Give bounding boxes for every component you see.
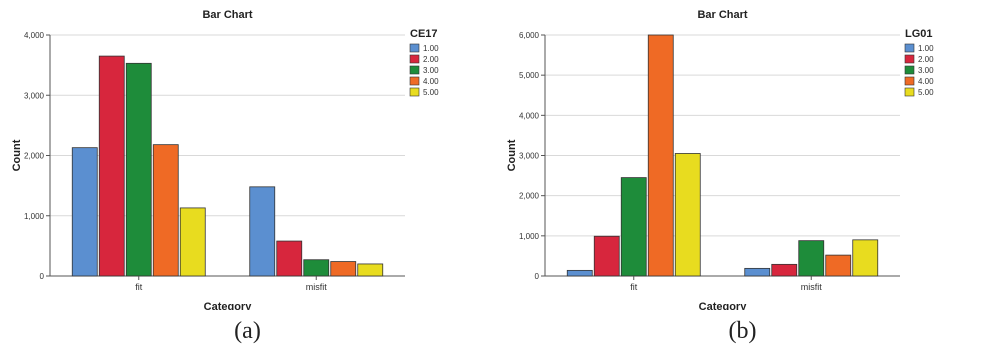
bar-fit-3-00 bbox=[125, 62, 152, 277]
chart-panel-b: Bar Chart 0 1,000 2,000 3,000 4,000 5,000 6,000… bbox=[495, 0, 990, 360]
x-tick-label-misfit: misfit bbox=[801, 282, 822, 292]
legend-label-1-00: 1.00 bbox=[918, 44, 934, 53]
legend-swatch-3-00 bbox=[904, 65, 915, 75]
x-tick-label-fit: fit bbox=[630, 282, 638, 292]
x-axis-label: Category bbox=[699, 301, 748, 310]
legend-title: CE17 bbox=[410, 28, 438, 40]
y-axis-label: Count bbox=[11, 139, 23, 171]
y-tick-label: 5,000 bbox=[519, 71, 540, 80]
bar-misfit-1-00 bbox=[249, 186, 276, 277]
y-tick-label: 1,000 bbox=[24, 212, 45, 221]
legend-label-5-00: 5.00 bbox=[423, 88, 439, 97]
legend-label-3-00: 3.00 bbox=[918, 66, 934, 75]
bar-chart-b: Bar Chart 0 1,000 2,000 3,000 4,000 5,000 6,000… bbox=[506, 9, 934, 310]
bar-misfit-3-00 bbox=[303, 259, 330, 277]
bar-misfit-4-00 bbox=[330, 261, 357, 277]
legend-label-1-00: 1.00 bbox=[423, 44, 439, 53]
y-tick-label: 1,000 bbox=[519, 232, 540, 241]
bar-fit-5-00 bbox=[179, 207, 206, 277]
bar-chart-a: Bar Chart 0 1,000 2,000 3,000 4,000 fit misfit C… bbox=[11, 9, 439, 310]
bar-fit-2-00 bbox=[98, 55, 125, 277]
x-tick-label-misfit: misfit bbox=[306, 282, 327, 292]
bar-misfit-4-00 bbox=[825, 254, 852, 277]
legend-swatch-2-00 bbox=[904, 54, 915, 64]
x-tick-label-fit: fit bbox=[135, 282, 143, 292]
legend-label-4-00: 4.00 bbox=[423, 77, 439, 86]
x-axis-label: Category bbox=[204, 301, 253, 310]
y-tick-label: 3,000 bbox=[24, 91, 45, 100]
legend-swatch-2-00 bbox=[409, 54, 420, 64]
bar-fit-3-00 bbox=[620, 177, 647, 277]
y-tick-label: 2,000 bbox=[24, 152, 45, 161]
bar-fit-1-00 bbox=[566, 269, 593, 277]
y-tick-label: 3,000 bbox=[519, 152, 540, 161]
y-tick-label: 6,000 bbox=[519, 31, 540, 40]
chart-panel-a: Bar Chart 0 1,000 2,000 3,000 4,000 fit misfit C… bbox=[11, 9, 439, 344]
bar-misfit-3-00 bbox=[798, 240, 825, 277]
legend-swatch-5-00 bbox=[904, 87, 915, 97]
bar-fit-4-00 bbox=[152, 144, 179, 277]
legend-swatch-4-00 bbox=[409, 76, 420, 86]
bar-fit-1-00 bbox=[71, 147, 98, 277]
caption-a: (a) bbox=[234, 318, 261, 344]
chart-title: Bar Chart bbox=[202, 9, 252, 21]
legend-label-2-00: 2.00 bbox=[918, 55, 934, 64]
y-tick-label: 2,000 bbox=[519, 192, 540, 201]
legend-swatch-3-00 bbox=[409, 65, 420, 75]
legend-label-5-00: 5.00 bbox=[918, 88, 934, 97]
y-tick-label: 0 bbox=[535, 272, 540, 281]
legend-swatch-5-00 bbox=[409, 87, 420, 97]
legend-label-3-00: 3.00 bbox=[423, 66, 439, 75]
legend-label-4-00: 4.00 bbox=[918, 77, 934, 86]
bar-misfit-2-00 bbox=[771, 263, 798, 277]
bar-misfit-1-00 bbox=[744, 267, 771, 277]
y-tick-label: 0 bbox=[40, 272, 45, 281]
bar-fit-5-00 bbox=[674, 153, 701, 277]
bar-fit-2-00 bbox=[593, 235, 620, 277]
bar-misfit-2-00 bbox=[276, 240, 303, 277]
legend-swatch-1-00 bbox=[904, 43, 915, 53]
legend-label-2-00: 2.00 bbox=[423, 55, 439, 64]
legend-swatch-1-00 bbox=[409, 43, 420, 53]
chart-title: Bar Chart bbox=[697, 9, 747, 21]
y-tick-label: 4,000 bbox=[519, 111, 540, 120]
caption-b: (b) bbox=[728, 318, 757, 344]
bar-misfit-5-00 bbox=[357, 263, 384, 277]
y-axis-label: Count bbox=[506, 139, 518, 171]
legend-title: LG01 bbox=[905, 28, 933, 40]
legend-swatch-4-00 bbox=[904, 76, 915, 86]
bar-misfit-5-00 bbox=[852, 239, 879, 277]
bar-fit-4-00 bbox=[647, 34, 674, 277]
y-tick-label: 4,000 bbox=[24, 31, 45, 40]
